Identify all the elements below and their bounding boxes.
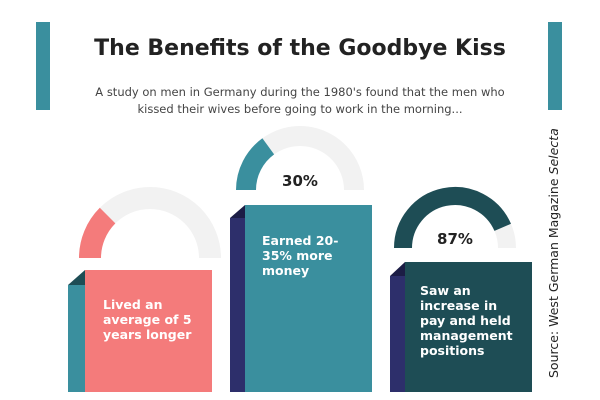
gauge-label: 30% [282, 172, 318, 190]
card [245, 205, 372, 392]
subtitle: A study on men in Germany during the 198… [95, 85, 505, 116]
title: The Benefits of the Goodbye Kiss [94, 36, 506, 61]
card-text: Saw an increase in pay and held manageme… [420, 283, 513, 358]
source: Source: West German Magazine Selecta [546, 128, 561, 378]
card-text: Lived an average of 5 years longer [103, 297, 192, 342]
card-text: Earned 20-35% more money [262, 233, 339, 278]
card-corner [390, 262, 405, 276]
gauge-value [236, 138, 275, 191]
source-publication: Selecta [546, 128, 561, 174]
gauge-label: 87% [437, 230, 473, 248]
card-corner [68, 270, 85, 285]
card [405, 262, 532, 392]
card-side [230, 218, 245, 392]
card-side [68, 285, 85, 392]
card [85, 270, 212, 392]
accent-bar [36, 22, 50, 110]
card-side [390, 276, 405, 392]
gauge-value [79, 207, 116, 259]
gauge-value [394, 187, 511, 249]
source-text: Source: West German Magazine [546, 174, 561, 378]
card-corner [230, 205, 245, 218]
accent-bar [548, 22, 562, 110]
